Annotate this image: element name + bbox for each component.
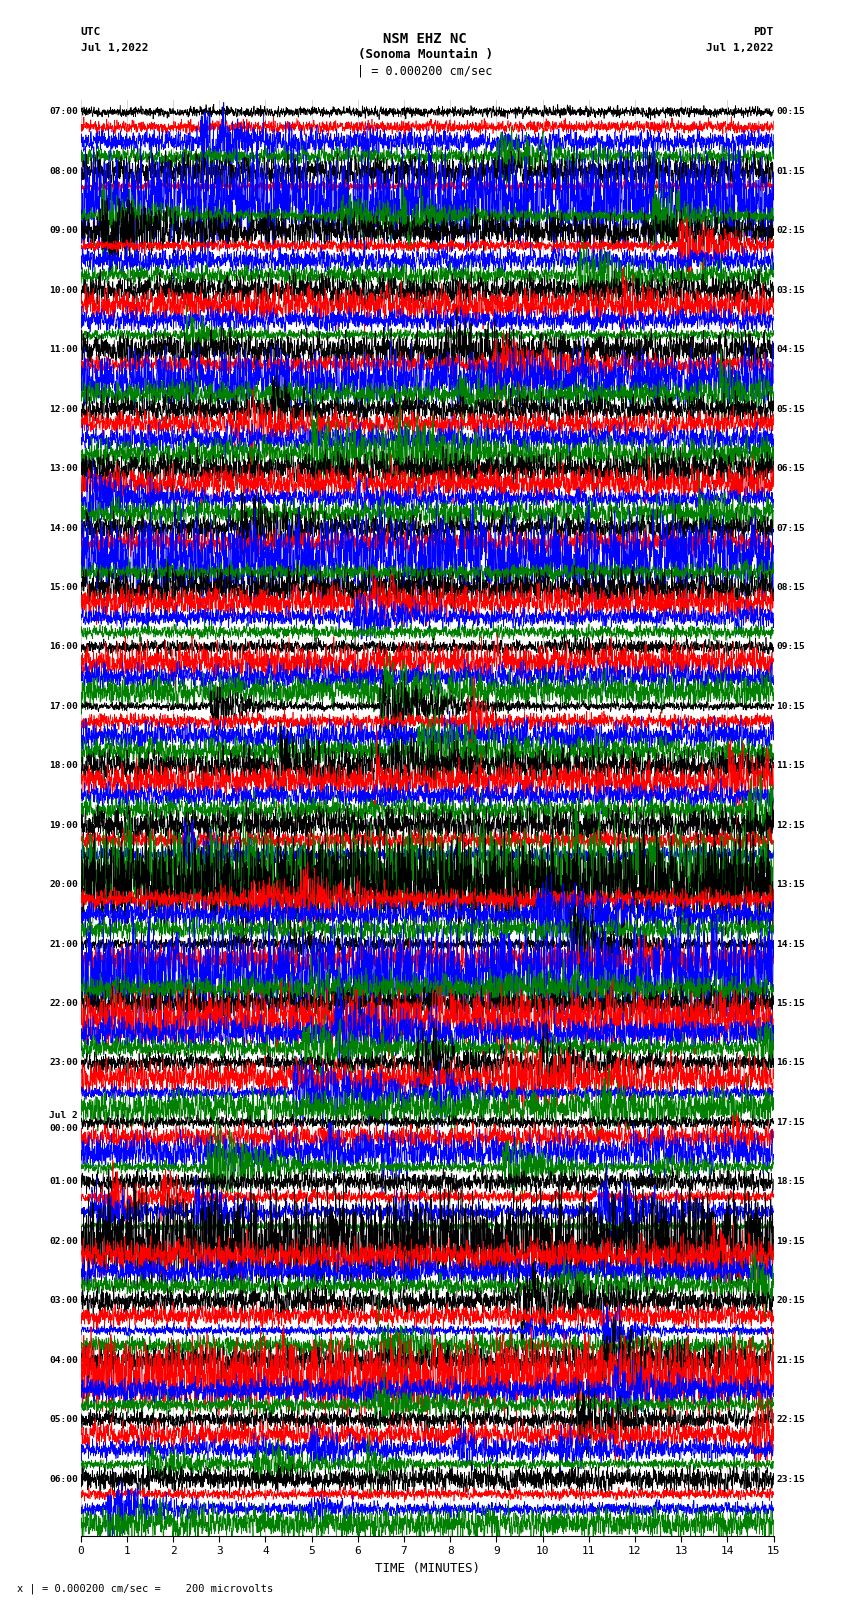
Text: 21:15: 21:15 (776, 1355, 805, 1365)
Text: 02:00: 02:00 (49, 1237, 78, 1245)
Text: 22:00: 22:00 (49, 998, 78, 1008)
Text: | = 0.000200 cm/sec: | = 0.000200 cm/sec (357, 65, 493, 77)
Text: 21:00: 21:00 (49, 940, 78, 948)
Text: 03:00: 03:00 (49, 1297, 78, 1305)
X-axis label: TIME (MINUTES): TIME (MINUTES) (375, 1561, 479, 1574)
Text: 22:15: 22:15 (776, 1415, 805, 1424)
Text: 17:00: 17:00 (49, 702, 78, 711)
Text: 15:00: 15:00 (49, 582, 78, 592)
Text: Jul 1,2022: Jul 1,2022 (81, 44, 148, 53)
Text: 08:00: 08:00 (49, 166, 78, 176)
Text: 07:00: 07:00 (49, 108, 78, 116)
Text: 23:00: 23:00 (49, 1058, 78, 1068)
Text: PDT: PDT (753, 27, 774, 37)
Text: 11:00: 11:00 (49, 345, 78, 355)
Text: 18:15: 18:15 (776, 1177, 805, 1187)
Text: 16:00: 16:00 (49, 642, 78, 652)
Text: 12:15: 12:15 (776, 821, 805, 829)
Text: 06:00: 06:00 (49, 1474, 78, 1484)
Text: 14:00: 14:00 (49, 524, 78, 532)
Text: 09:00: 09:00 (49, 226, 78, 235)
Text: 00:15: 00:15 (776, 108, 805, 116)
Text: 02:15: 02:15 (776, 226, 805, 235)
Text: 19:15: 19:15 (776, 1237, 805, 1245)
Text: 01:00: 01:00 (49, 1177, 78, 1187)
Text: 23:15: 23:15 (776, 1474, 805, 1484)
Text: 04:00: 04:00 (49, 1355, 78, 1365)
Text: 20:00: 20:00 (49, 881, 78, 889)
Text: 01:15: 01:15 (776, 166, 805, 176)
Text: 05:00: 05:00 (49, 1415, 78, 1424)
Text: UTC: UTC (81, 27, 101, 37)
Text: 18:00: 18:00 (49, 761, 78, 771)
Text: (Sonoma Mountain ): (Sonoma Mountain ) (358, 48, 492, 61)
Text: 17:15: 17:15 (776, 1118, 805, 1127)
Text: 15:15: 15:15 (776, 998, 805, 1008)
Text: Jul 1,2022: Jul 1,2022 (706, 44, 774, 53)
Text: NSM EHZ NC: NSM EHZ NC (383, 32, 467, 45)
Text: 06:15: 06:15 (776, 465, 805, 473)
Text: 03:15: 03:15 (776, 286, 805, 295)
Text: 20:15: 20:15 (776, 1297, 805, 1305)
Text: 08:15: 08:15 (776, 582, 805, 592)
Text: 13:00: 13:00 (49, 465, 78, 473)
Text: Jul 2: Jul 2 (49, 1111, 78, 1121)
Text: 14:15: 14:15 (776, 940, 805, 948)
Text: 05:15: 05:15 (776, 405, 805, 413)
Text: x | = 0.000200 cm/sec =    200 microvolts: x | = 0.000200 cm/sec = 200 microvolts (17, 1584, 273, 1594)
Text: 00:00: 00:00 (49, 1124, 78, 1134)
Text: 12:00: 12:00 (49, 405, 78, 413)
Text: 11:15: 11:15 (776, 761, 805, 771)
Text: 07:15: 07:15 (776, 524, 805, 532)
Text: 19:00: 19:00 (49, 821, 78, 829)
Text: 16:15: 16:15 (776, 1058, 805, 1068)
Text: 09:15: 09:15 (776, 642, 805, 652)
Text: 04:15: 04:15 (776, 345, 805, 355)
Text: 13:15: 13:15 (776, 881, 805, 889)
Text: 10:15: 10:15 (776, 702, 805, 711)
Text: 10:00: 10:00 (49, 286, 78, 295)
